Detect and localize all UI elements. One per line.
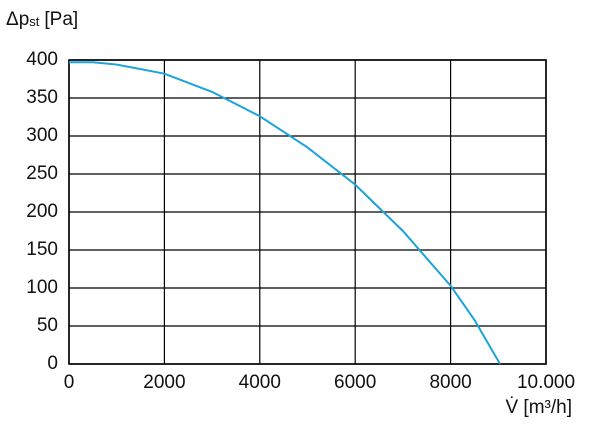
y-tick-label: 50 [37,315,58,336]
x-tick-label: 0 [64,372,75,393]
y-tick-label: 350 [26,87,58,108]
y-axis-label: Δpst [Pa] [6,9,78,30]
x-tick-label: 6000 [334,372,376,393]
y-tick-label: 250 [26,163,58,184]
y-tick-label: 300 [26,125,58,146]
y-label-unit: [Pa] [44,9,78,30]
y-tick-label: 150 [26,239,58,260]
y-tick-label: 0 [47,353,58,374]
x-tick-label: 2000 [143,372,185,393]
x-tick-label: 10.000 [517,372,575,393]
y-label-main: Δp [6,9,29,30]
x-tick-label: 8000 [429,372,471,393]
plot-border [68,59,547,365]
y-tick-label: 400 [26,49,58,70]
y-tick-label: 100 [26,277,58,298]
x-tick-label: 4000 [239,372,281,393]
y-tick-label: 200 [26,201,58,222]
x-axis-label: V̇ [m³/h] [505,397,572,418]
fan-curve [69,61,501,365]
y-label-sub: st [29,14,40,29]
